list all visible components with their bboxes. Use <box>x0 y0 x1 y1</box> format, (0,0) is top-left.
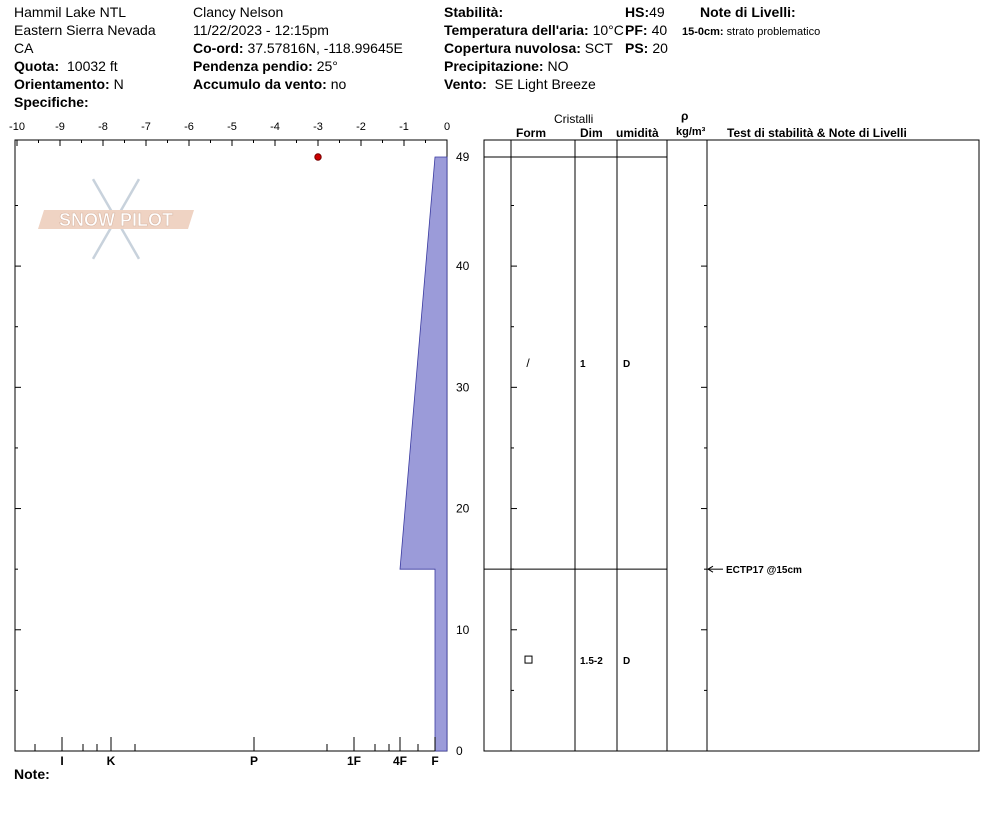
aspect: Orientamento: N <box>14 76 124 92</box>
height-tick-label: 30 <box>456 380 470 394</box>
wind: Vento: SE Light Breeze <box>444 76 596 92</box>
hardness-tick-label: K <box>107 754 116 768</box>
wind-label: Vento: <box>444 76 487 92</box>
snow-pilot-logo: SNOW PILOT <box>38 178 194 260</box>
observer: Clancy Nelson <box>193 4 284 20</box>
aspect-value: N <box>113 76 124 92</box>
hardness-tick-label: F <box>431 754 438 768</box>
ps-value: 20 <box>652 40 668 56</box>
height-tick-label: 40 <box>456 259 470 273</box>
crystal-size: 1 <box>580 359 586 370</box>
mountain-range: Eastern Sierra Nevada <box>14 22 156 38</box>
datetime: 11/22/2023 - 12:15pm <box>193 22 329 38</box>
arrow-head-icon <box>707 565 714 573</box>
hs-label: HS: <box>625 4 650 20</box>
hs-value: 49 <box>649 4 665 20</box>
logo-text: SNOW PILOT <box>59 210 173 230</box>
pf-value: 40 <box>651 22 668 38</box>
coordinates: Co-ord: 37.57816N, -118.99645E <box>193 40 403 56</box>
air-temperature-point <box>314 153 322 161</box>
coords-value: 37.57816N, -118.99645E <box>247 40 403 56</box>
pf-label: PF: <box>625 22 648 38</box>
temp-tick-label: -9 <box>55 121 65 133</box>
sky-cover: Copertura nuvolosa: SCT <box>444 40 613 56</box>
air-temp-value: 10°C <box>592 22 624 38</box>
notes-label: Note: <box>14 766 50 782</box>
height-tick-label: 20 <box>456 502 470 516</box>
moisture-header: umidità <box>616 126 659 140</box>
temp-tick-label: -7 <box>141 121 151 133</box>
aspect-label: Orientamento: <box>14 76 110 92</box>
temp-tick-label: -1 <box>399 121 409 133</box>
size-header: Dim <box>580 126 603 140</box>
layer-notes-title: Note di Livelli: <box>700 4 796 20</box>
elevation-value: 10032 ft <box>67 58 118 74</box>
slope-label: Pendenza pendio: <box>193 58 313 74</box>
hardness-tick-label: P <box>250 754 258 768</box>
profile-plot-frame <box>14 139 448 752</box>
layer-table-frame <box>483 139 980 752</box>
air-temperature: Temperatura dell'aria: 10°C <box>444 22 624 38</box>
layer-note: 15-0cm: strato problematico <box>682 24 820 40</box>
sky-label: Copertura nuvolosa: <box>444 40 581 56</box>
hardness-profile-area <box>399 156 448 752</box>
moisture-value: D <box>623 359 630 370</box>
wind-loading-label: Accumulo da vento: <box>193 76 327 92</box>
logo-band <box>38 210 194 229</box>
precipitation: Precipitazione: NO <box>444 58 568 74</box>
density-unit-header: kg/m³ <box>676 126 706 138</box>
location: Hammil Lake NTL <box>14 4 127 20</box>
crystals-header: Cristalli <box>554 112 594 126</box>
layer-note-range: 15-0cm: <box>682 26 724 38</box>
hardness-tick-label: 4F <box>393 754 407 768</box>
height-tick-label: 0 <box>456 744 463 758</box>
height-tick-label: 49 <box>456 150 470 164</box>
height-tick-label: 10 <box>456 623 470 637</box>
rho-header: ρ <box>681 109 689 123</box>
temp-tick-label: -2 <box>356 121 366 133</box>
sky-value: SCT <box>584 40 613 56</box>
temp-tick-label: -3 <box>313 121 323 133</box>
temp-tick-label: -6 <box>184 121 194 133</box>
temp-tick-label: -10 <box>9 121 25 133</box>
temp-tick-label: 0 <box>444 121 450 133</box>
hardness-tick-label: I <box>60 754 63 768</box>
temp-tick-label: -4 <box>270 121 280 133</box>
slope: Pendenza pendio: 25° <box>193 58 338 74</box>
wind-value: SE Light Breeze <box>494 76 596 92</box>
ps-label: PS: <box>625 40 649 56</box>
stability-test-label: ECTP17 @15cm <box>726 565 802 576</box>
slope-value: 25° <box>316 58 338 74</box>
air-temp-label: Temperatura dell'aria: <box>444 22 589 38</box>
tests-notes-header: Test di stabilità & Note di Livelli <box>727 126 907 140</box>
crystal-size: 1.5-2 <box>580 656 603 667</box>
ps: PS: 20 <box>625 40 668 56</box>
crystal-form-symbol: / <box>526 356 530 370</box>
temp-tick-label: -8 <box>98 121 108 133</box>
pf: PF: 40 <box>625 22 667 38</box>
elevation: Quota: 10032 ft <box>14 58 118 74</box>
precip-value: NO <box>547 58 569 74</box>
layer-note-text: strato problematico <box>726 26 821 38</box>
moisture-value: D <box>623 656 630 667</box>
wind-loading: Accumulo da vento: no <box>193 76 346 92</box>
wind-loading-value: no <box>330 76 347 92</box>
crystal-form-square-icon <box>524 655 533 664</box>
stability-label: Stabilità: <box>444 4 504 20</box>
hardness-tick-label: 1F <box>347 754 361 768</box>
form-header: Form <box>516 126 546 140</box>
coords-label: Co-ord: <box>193 40 244 56</box>
elevation-label: Quota: <box>14 58 60 74</box>
temp-tick-label: -5 <box>227 121 237 133</box>
hs: HS:49 <box>625 4 665 20</box>
state: CA <box>14 40 34 56</box>
precip-label: Precipitazione: <box>444 58 544 74</box>
specifics-label: Specifiche: <box>14 94 89 110</box>
